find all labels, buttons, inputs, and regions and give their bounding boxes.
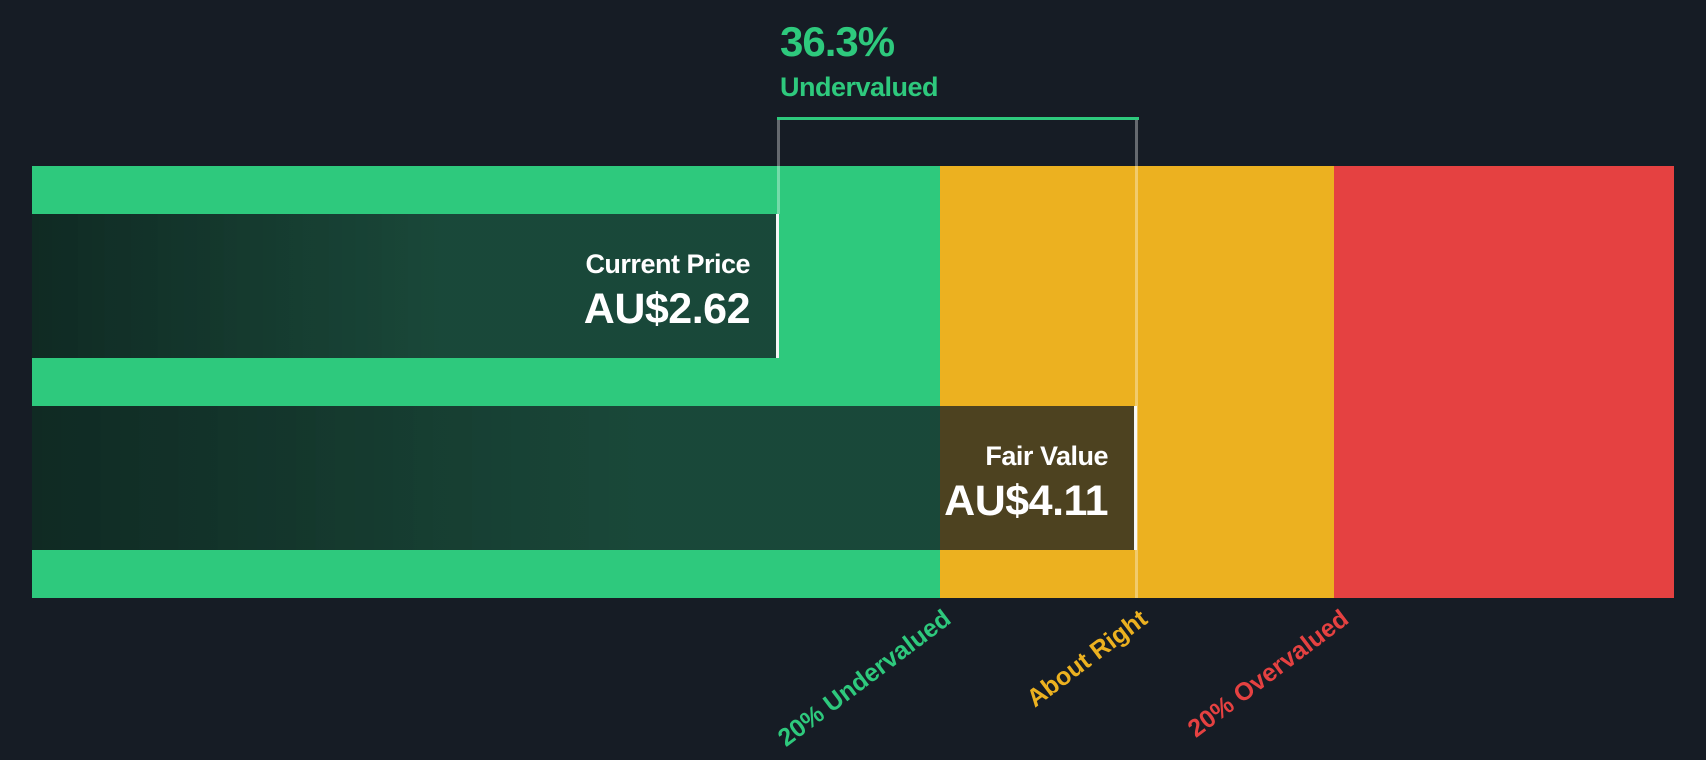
discount-annotation: 36.3% Undervalued [780,18,939,103]
fair-value-marker-line [1135,120,1138,598]
current-price-box: Current Price AU$2.62 [32,214,779,358]
axis-label-about-right: About Right [1021,604,1153,713]
axis-label-overvalued: 20% Overvalued [1182,604,1354,744]
fair-value-box: Fair Value AU$4.11 [32,406,1137,550]
fair-value-value: AU$4.11 [944,477,1108,525]
discount-label: Undervalued [780,72,939,103]
current-price-value: AU$2.62 [583,285,751,333]
current-price-marker-line [777,120,780,214]
axis-label-undervalued: 20% Undervalued [772,604,956,753]
current-price-label: Current Price [585,249,750,279]
fair-value-label: Fair Value [985,441,1108,471]
zone-overvalued [1334,166,1674,598]
discount-percent: 36.3% [780,18,895,65]
bracket-line [777,117,1139,120]
